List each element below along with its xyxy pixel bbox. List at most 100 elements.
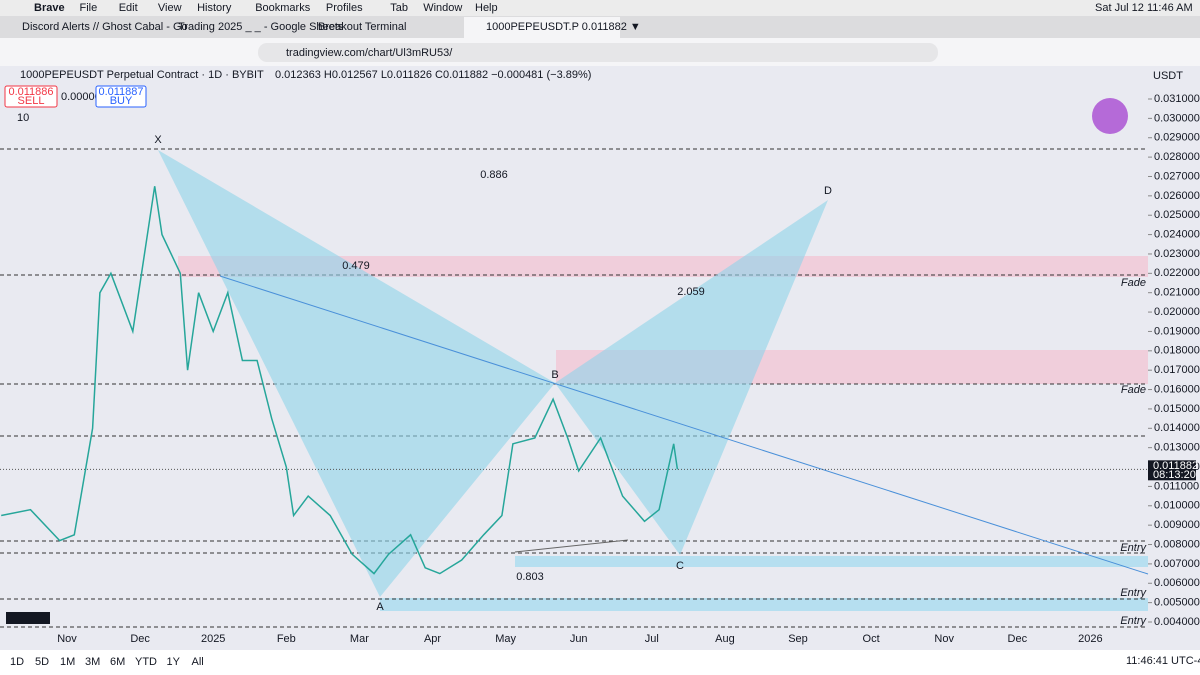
y-tick-label: 0.020000: [1154, 306, 1200, 318]
menu-item[interactable]: View: [158, 2, 182, 14]
demand-zone: [515, 556, 1148, 567]
range-button[interactable]: 1M: [60, 656, 75, 668]
y-tick-label: 0.006000: [1154, 577, 1200, 589]
y-tick-label: 0.031000: [1154, 93, 1200, 105]
clock: Sat Jul 12 11:46 AM: [1095, 2, 1193, 14]
active-tab[interactable]: [464, 17, 620, 38]
address-bar[interactable]: [258, 43, 938, 62]
levels: [0, 148, 1148, 628]
y-tick-label: 0.016000: [1154, 383, 1200, 395]
spread: 0.000001: [61, 91, 107, 103]
buy-label: BUY: [110, 95, 133, 107]
range-button[interactable]: 3M: [85, 656, 100, 668]
demand-zone: [380, 598, 1148, 611]
menu-item[interactable]: Bookmarks: [255, 2, 311, 14]
range-button[interactable]: 1D: [10, 656, 24, 668]
point-label: B: [551, 369, 558, 381]
x-tick-label: Jun: [570, 633, 588, 645]
supply-zone: [178, 256, 1148, 277]
pattern-xab: [158, 150, 555, 597]
range-button[interactable]: 5D: [35, 656, 49, 668]
point-label: D: [824, 185, 832, 197]
x-tick-label: Mar: [350, 633, 369, 645]
menu-item[interactable]: Tab: [390, 2, 408, 14]
menu-item[interactable]: File: [80, 2, 98, 14]
menu-bar: [0, 0, 1200, 16]
menu-item[interactable]: Window: [423, 2, 462, 14]
x-tick-label: Nov: [934, 633, 954, 645]
tab[interactable]: Trading 2025 _ _ - Google Sheets: [178, 21, 344, 33]
y-tick-label: 0.010000: [1154, 500, 1200, 512]
zone-label: Entry: [1120, 542, 1147, 554]
y-tick-label: 0.027000: [1154, 170, 1200, 182]
plot: 0.031000 0.030000 0.029000 0.028000 0.027000…: [0, 93, 1200, 645]
sell-price: 0.011886: [8, 86, 53, 98]
range-button[interactable]: All: [192, 656, 204, 668]
ohlc: 0.012363 H0.012567 L0.011826 C0.011882 −…: [275, 69, 591, 81]
y-tick-label: 0.013000: [1154, 442, 1200, 454]
ratio: 0.479: [342, 260, 370, 272]
price-axis: [1148, 66, 1200, 650]
current-price: 0.011882: [1153, 460, 1198, 472]
zone-label: Entry: [1120, 615, 1147, 627]
y-tick-label: 0.025000: [1154, 209, 1200, 221]
trend-line: [219, 275, 1149, 575]
x-tick-label: Jul: [645, 633, 659, 645]
ratio: 0.803: [516, 571, 544, 583]
tab[interactable]: Discord Alerts // Ghost Cabal - Go: [22, 21, 188, 33]
y-tick-label: 0.028000: [1154, 151, 1200, 163]
time: 11:46:41 UTC-4: [1126, 655, 1200, 667]
range-button[interactable]: YTD: [135, 656, 157, 668]
logo: [6, 612, 50, 624]
y-tick-label: 0.008000: [1154, 538, 1200, 550]
buy-price: 0.011887: [98, 86, 143, 98]
y-tick-label: 0.005000: [1154, 597, 1200, 609]
tab[interactable]: 1000PEPEUSDT.P 0.011882 ▼: [486, 21, 641, 33]
y-tick-label: 0.009000: [1154, 519, 1200, 531]
y-tick-label: 0.029000: [1154, 132, 1200, 144]
menu-item[interactable]: Help: [475, 2, 498, 14]
y-tick-label: 0.023000: [1154, 248, 1200, 260]
zone-label: Fade: [1121, 277, 1146, 289]
point-label: C: [676, 560, 684, 572]
y-tick-label: 0.014000: [1154, 422, 1200, 434]
point-label: A: [376, 601, 384, 613]
countdown: 08:13:20: [1153, 469, 1196, 481]
menu-item[interactable]: Profiles: [326, 2, 363, 14]
zone-label: Entry: [1120, 587, 1147, 599]
current-price-tag: [1148, 460, 1196, 481]
currency[interactable]: USDT: [1153, 70, 1183, 82]
y-tick-label: 0.019000: [1154, 325, 1200, 337]
x-tick-label: 2026: [1078, 633, 1102, 645]
x-tick-label: May: [495, 633, 516, 645]
x-tick-label: Oct: [863, 633, 880, 645]
x-tick-label: Nov: [57, 633, 77, 645]
symbol: 1000PEPEUSDT Perpetual Contract · 1D · B…: [20, 69, 264, 81]
menu-item[interactable]: Brave: [34, 2, 65, 14]
y-tick-label: 0.024000: [1154, 228, 1200, 240]
bottom-bar: [0, 650, 1200, 675]
range-button[interactable]: 6M: [110, 656, 125, 668]
y-tick-label: 0.022000: [1154, 267, 1200, 279]
x-tick-label: Dec: [130, 633, 150, 645]
y-tick-label: 0.018000: [1154, 345, 1200, 357]
menu-item[interactable]: History: [197, 2, 232, 14]
menu: Brave File Edit View History Bookmarks Profile…: [34, 2, 498, 14]
range-button[interactable]: 1Y: [167, 656, 181, 668]
url[interactable]: tradingview.com/chart/Ul3mRU53/: [286, 47, 453, 59]
y-tick-label: 0.030000: [1154, 112, 1200, 124]
buy-button[interactable]: [95, 85, 147, 108]
x-tick-label: Sep: [788, 633, 808, 645]
menu-item[interactable]: Edit: [119, 2, 138, 14]
ratio: 2.059: [677, 286, 705, 298]
tab[interactable]: Breakout Terminal: [318, 21, 406, 33]
x-tick-label: Aug: [715, 633, 735, 645]
y-tick-label: 0.004000: [1154, 616, 1200, 628]
y-tick-label: 0.015000: [1154, 403, 1200, 415]
zone-label: Fade: [1121, 384, 1146, 396]
y-tick-label: 0.007000: [1154, 558, 1200, 570]
sell-button[interactable]: [4, 85, 58, 108]
indicator-count[interactable]: 10: [17, 112, 29, 124]
y-tick-label: 0.017000: [1154, 364, 1200, 376]
sell-label: SELL: [18, 95, 45, 107]
